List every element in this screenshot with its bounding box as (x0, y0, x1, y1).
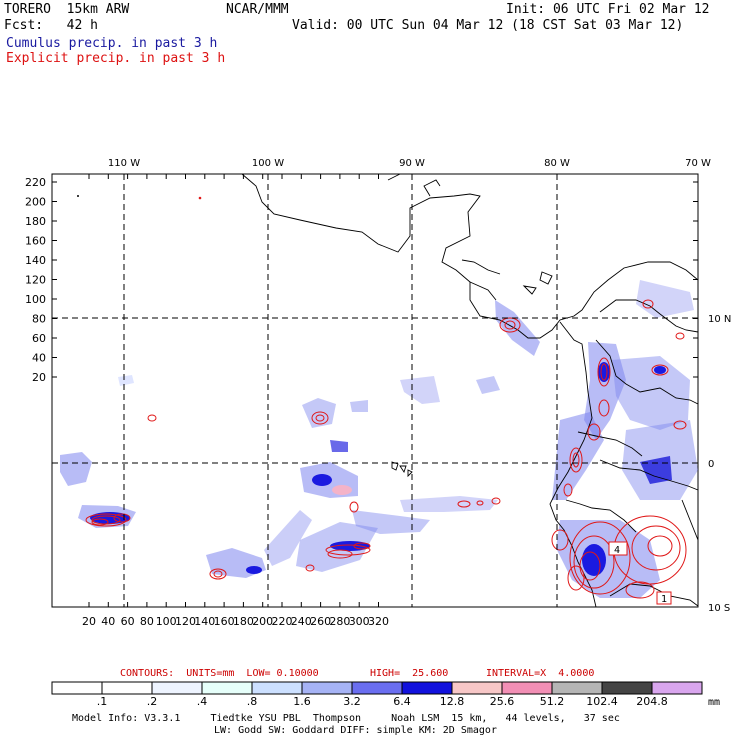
y-tick-label: 80 (32, 313, 46, 326)
colorbar-label: .4 (197, 695, 208, 708)
valid-time: Valid: 00 UTC Sun 04 Mar 12 (18 CST Sat … (292, 18, 684, 33)
y-tick-label: 200 (25, 196, 46, 209)
x-tick-label: 200 (252, 615, 273, 628)
colorbar-swatch (651, 681, 703, 695)
x-tick-label: 100 (156, 615, 177, 628)
x-axis-ticks (88, 174, 379, 607)
y-tick-label: 40 (32, 352, 46, 365)
x-tick-label: 180 (233, 615, 254, 628)
contour-high: HIGH= 25.600 (370, 668, 449, 679)
x-tick-label: 240 (291, 615, 312, 628)
org-label: NCAR/MMM (226, 2, 289, 17)
physics-info: LW: Godd SW: Goddard DIFF: simple KM: 2D… (214, 725, 497, 736)
x-tick-label: 220 (272, 615, 293, 628)
contour-box-label-1: 1 (661, 594, 667, 605)
longitude-label: 110 W (108, 158, 140, 169)
x-tick-label: 40 (101, 615, 115, 628)
y-tick-label: 160 (25, 235, 46, 248)
latitude-label: 10 N (708, 314, 731, 325)
x-tick-label: 60 (121, 615, 135, 628)
longitude-label: 70 W (685, 158, 711, 169)
colorbar-swatch (551, 681, 603, 695)
contour-value-boxes (608, 541, 672, 605)
contour-units: CONTOURS: UNITS=mm LOW= 0.10000 (120, 668, 319, 679)
colorbar-label: 6.4 (393, 695, 411, 708)
y-tick-label: 220 (25, 176, 46, 189)
colorbar-swatch (151, 681, 203, 695)
y-axis-ticks (52, 181, 698, 378)
y-axis-labels: 220 200 180 160 140 120 100 80 60 40 20 (25, 176, 46, 384)
legend-cumulus: Cumulus precip. in past 3 h (6, 36, 218, 51)
colorbar-label: .1 (97, 695, 108, 708)
longitude-label: 100 W (252, 158, 284, 169)
y-tick-label: 180 (25, 215, 46, 228)
colorbar-swatch (401, 681, 453, 695)
x-tick-label: 320 (368, 615, 389, 628)
colorbar-label: 102.4 (586, 695, 618, 708)
y-tick-label: 140 (25, 254, 46, 267)
longitude-label: 90 W (399, 158, 425, 169)
colorbar-swatch (451, 681, 503, 695)
colorbar-swatch (501, 681, 553, 695)
init-time: Init: 06 UTC Fri 02 Mar 12 (506, 2, 710, 17)
colorbar-unit: mm (708, 697, 721, 708)
explicit-precip-contours (85, 299, 687, 599)
contour-interval: INTERVAL=X 4.0000 (486, 668, 595, 679)
x-tick-label: 120 (175, 615, 196, 628)
latitude-label: 10 S (708, 603, 730, 614)
colorbar-label: 12.8 (440, 695, 465, 708)
latitude-label: 0 (708, 459, 714, 470)
y-tick-label: 100 (25, 293, 46, 306)
colorbar-swatch (251, 681, 303, 695)
y-tick-label: 120 (25, 274, 46, 287)
colorbar-label: 25.6 (490, 695, 515, 708)
colorbar-label: 51.2 (540, 695, 565, 708)
explicit-pink-patch (332, 485, 352, 495)
x-tick-label: 260 (310, 615, 331, 628)
colorbar (51, 681, 703, 695)
x-tick-label: 280 (329, 615, 350, 628)
legend-explicit: Explicit precip. in past 3 h (6, 51, 226, 66)
colorbar-labels: .1 .2 .4 .8 1.6 3.2 6.4 12.8 25.6 51.2 102.4 204.8 (97, 695, 668, 708)
model-info: Model Info: V3.3.1 Tiedtke YSU PBL Thomp… (72, 713, 620, 724)
y-tick-label: 20 (32, 371, 46, 384)
longitude-labels: 110 W 100 W 90 W 80 W 70 W (108, 158, 711, 169)
cumulus-precip-areas (60, 280, 698, 598)
colorbar-swatch (101, 681, 153, 695)
x-tick-label: 20 (82, 615, 96, 628)
colorbar-label: 3.2 (343, 695, 361, 708)
colorbar-swatch (301, 681, 353, 695)
latlon-grid (52, 174, 698, 607)
colorbar-label: .8 (247, 695, 258, 708)
colorbar-swatch (201, 681, 253, 695)
colorbar-swatch (51, 681, 103, 695)
longitude-label: 80 W (544, 158, 570, 169)
y-tick-label: 60 (32, 332, 46, 345)
colorbar-label: 204.8 (636, 695, 668, 708)
x-axis-labels: 20 40 60 80 10012014016018020022024026028030… (82, 615, 389, 628)
x-tick-label: 160 (214, 615, 235, 628)
contour-box-label-4: 4 (614, 545, 620, 556)
forecast-hour: Fcst: 42 h (4, 18, 98, 33)
colorbar-label: 1.6 (293, 695, 311, 708)
x-tick-label: 140 (194, 615, 215, 628)
colorbar-swatch (601, 681, 653, 695)
colorbar-label: .2 (147, 695, 158, 708)
x-tick-label: 300 (349, 615, 370, 628)
x-tick-label: 80 (140, 615, 154, 628)
model-title: TORERO 15km ARW (4, 2, 130, 17)
coastlines (241, 173, 699, 608)
latitude-labels: 10 N 0 10 S (708, 314, 731, 614)
colorbar-swatch (351, 681, 403, 695)
